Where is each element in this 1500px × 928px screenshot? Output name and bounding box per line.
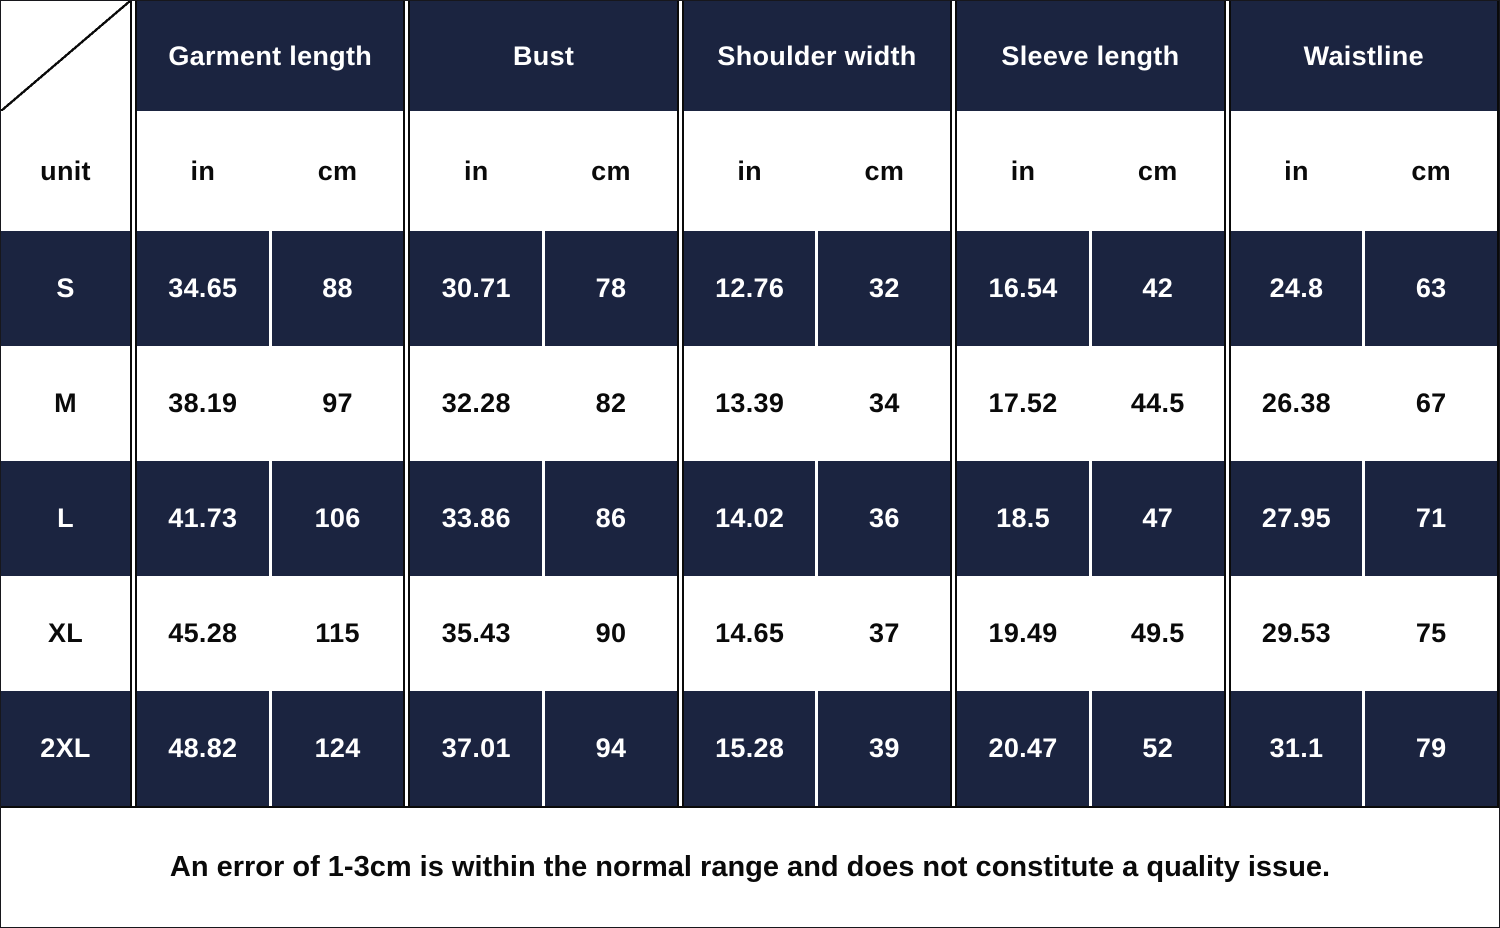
value-cell: 41.73 bbox=[135, 461, 269, 576]
value-cell: 78 bbox=[545, 231, 679, 346]
value-cell: 67 bbox=[1365, 346, 1499, 461]
value-cell: 30.71 bbox=[408, 231, 543, 346]
column-group-header-bust: Bust bbox=[408, 1, 679, 111]
unit-cell: cm bbox=[1365, 111, 1499, 231]
value-cell: 90 bbox=[545, 576, 679, 691]
value-cell: 24.8 bbox=[1228, 231, 1363, 346]
value-cell: 47 bbox=[1091, 461, 1226, 576]
value-cell: 63 bbox=[1365, 231, 1499, 346]
value-cell: 20.47 bbox=[955, 691, 1089, 806]
unit-cell: cm bbox=[1091, 111, 1226, 231]
size-label-s: S bbox=[1, 231, 132, 346]
value-cell: 37 bbox=[818, 576, 953, 691]
value-cell: 75 bbox=[1365, 576, 1499, 691]
value-cell: 35.43 bbox=[408, 576, 543, 691]
value-cell: 14.02 bbox=[681, 461, 816, 576]
column-group-header-shoulder-width: Shoulder width bbox=[681, 1, 953, 111]
unit-cell: cm bbox=[545, 111, 679, 231]
size-label-m: M bbox=[1, 346, 132, 461]
value-cell: 124 bbox=[271, 691, 406, 806]
value-cell: 71 bbox=[1365, 461, 1499, 576]
column-group-header-garment-length: Garment length bbox=[135, 1, 406, 111]
value-cell: 86 bbox=[545, 461, 679, 576]
unit-cell: in bbox=[135, 111, 269, 231]
value-cell: 38.19 bbox=[135, 346, 269, 461]
unit-cell: cm bbox=[818, 111, 953, 231]
value-cell: 48.82 bbox=[135, 691, 269, 806]
size-label-2xl: 2XL bbox=[1, 691, 132, 806]
size-label-xl: XL bbox=[1, 576, 132, 691]
value-cell: 88 bbox=[271, 231, 406, 346]
unit-cell: in bbox=[955, 111, 1089, 231]
value-cell: 32 bbox=[818, 231, 953, 346]
value-cell: 79 bbox=[1365, 691, 1499, 806]
corner-diagonal-cell bbox=[1, 1, 132, 111]
value-cell: 45.28 bbox=[135, 576, 269, 691]
unit-cell: in bbox=[681, 111, 816, 231]
value-cell: 18.5 bbox=[955, 461, 1089, 576]
value-cell: 13.39 bbox=[681, 346, 816, 461]
value-cell: 27.95 bbox=[1228, 461, 1363, 576]
value-cell: 16.54 bbox=[955, 231, 1089, 346]
unit-cell: in bbox=[408, 111, 543, 231]
unit-cell: cm bbox=[271, 111, 406, 231]
value-cell: 97 bbox=[271, 346, 406, 461]
value-cell: 115 bbox=[271, 576, 406, 691]
value-cell: 14.65 bbox=[681, 576, 816, 691]
value-cell: 37.01 bbox=[408, 691, 543, 806]
value-cell: 34 bbox=[818, 346, 953, 461]
value-cell: 29.53 bbox=[1228, 576, 1363, 691]
value-cell: 19.49 bbox=[955, 576, 1089, 691]
value-cell: 17.52 bbox=[955, 346, 1089, 461]
value-cell: 36 bbox=[818, 461, 953, 576]
value-cell: 12.76 bbox=[681, 231, 816, 346]
value-cell: 49.5 bbox=[1091, 576, 1226, 691]
size-table: Garment length Bust Shoulder width Sleev… bbox=[1, 1, 1499, 806]
value-cell: 15.28 bbox=[681, 691, 816, 806]
value-cell: 106 bbox=[271, 461, 406, 576]
column-group-header-waistline: Waistline bbox=[1228, 1, 1499, 111]
column-group-header-sleeve-length: Sleeve length bbox=[955, 1, 1226, 111]
value-cell: 82 bbox=[545, 346, 679, 461]
unit-label-cell: unit bbox=[1, 111, 132, 231]
unit-cell: in bbox=[1228, 111, 1363, 231]
value-cell: 26.38 bbox=[1228, 346, 1363, 461]
value-cell: 42 bbox=[1091, 231, 1226, 346]
value-cell: 52 bbox=[1091, 691, 1226, 806]
value-cell: 31.1 bbox=[1228, 691, 1363, 806]
value-cell: 94 bbox=[545, 691, 679, 806]
value-cell: 33.86 bbox=[408, 461, 543, 576]
value-cell: 44.5 bbox=[1091, 346, 1226, 461]
value-cell: 34.65 bbox=[135, 231, 269, 346]
size-label-l: L bbox=[1, 461, 132, 576]
footer-note: An error of 1-3cm is within the normal r… bbox=[1, 806, 1499, 927]
value-cell: 39 bbox=[818, 691, 953, 806]
value-cell: 32.28 bbox=[408, 346, 543, 461]
